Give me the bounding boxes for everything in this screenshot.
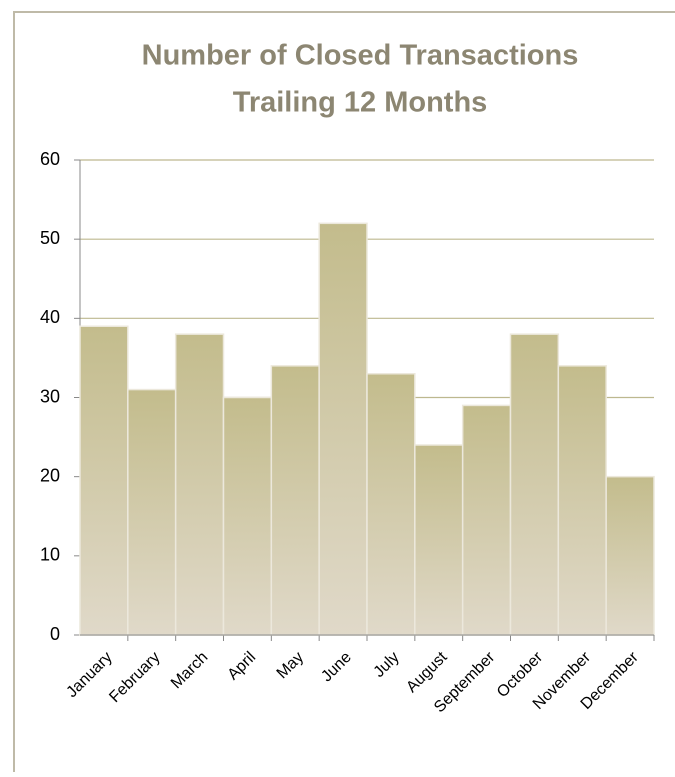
- y-tick-label: 60: [40, 149, 60, 169]
- bar: [366, 373, 416, 636]
- y-tick-label: 40: [40, 307, 60, 327]
- bar: [414, 444, 464, 636]
- bar: [605, 475, 655, 636]
- chart-frame: [13, 11, 675, 777]
- bar: [222, 396, 273, 636]
- chart-title: Trailing 12 Months: [233, 87, 488, 119]
- x-tick-label: April: [225, 649, 260, 684]
- bar: [79, 325, 129, 636]
- x-tick-label: June: [318, 649, 355, 686]
- bar: [461, 404, 512, 636]
- y-tick-label: 30: [40, 386, 60, 406]
- bar: [127, 388, 177, 636]
- x-tick-label: August: [403, 648, 451, 696]
- y-tick-label: 50: [40, 228, 60, 248]
- y-tick-label: 10: [40, 545, 60, 565]
- bar: [174, 333, 225, 636]
- y-tick-label: 20: [40, 465, 60, 485]
- chart-title: Number of Closed Transactions: [142, 40, 579, 72]
- x-tick-label: July: [371, 649, 403, 681]
- x-tick-label: May: [274, 649, 307, 682]
- x-tick-label: March: [168, 649, 211, 692]
- bar: [509, 333, 560, 636]
- bar: [557, 365, 607, 636]
- y-tick-label: 0: [50, 624, 60, 644]
- x-tick-label: February: [106, 649, 163, 706]
- bar: [270, 365, 320, 636]
- bar: [318, 222, 368, 636]
